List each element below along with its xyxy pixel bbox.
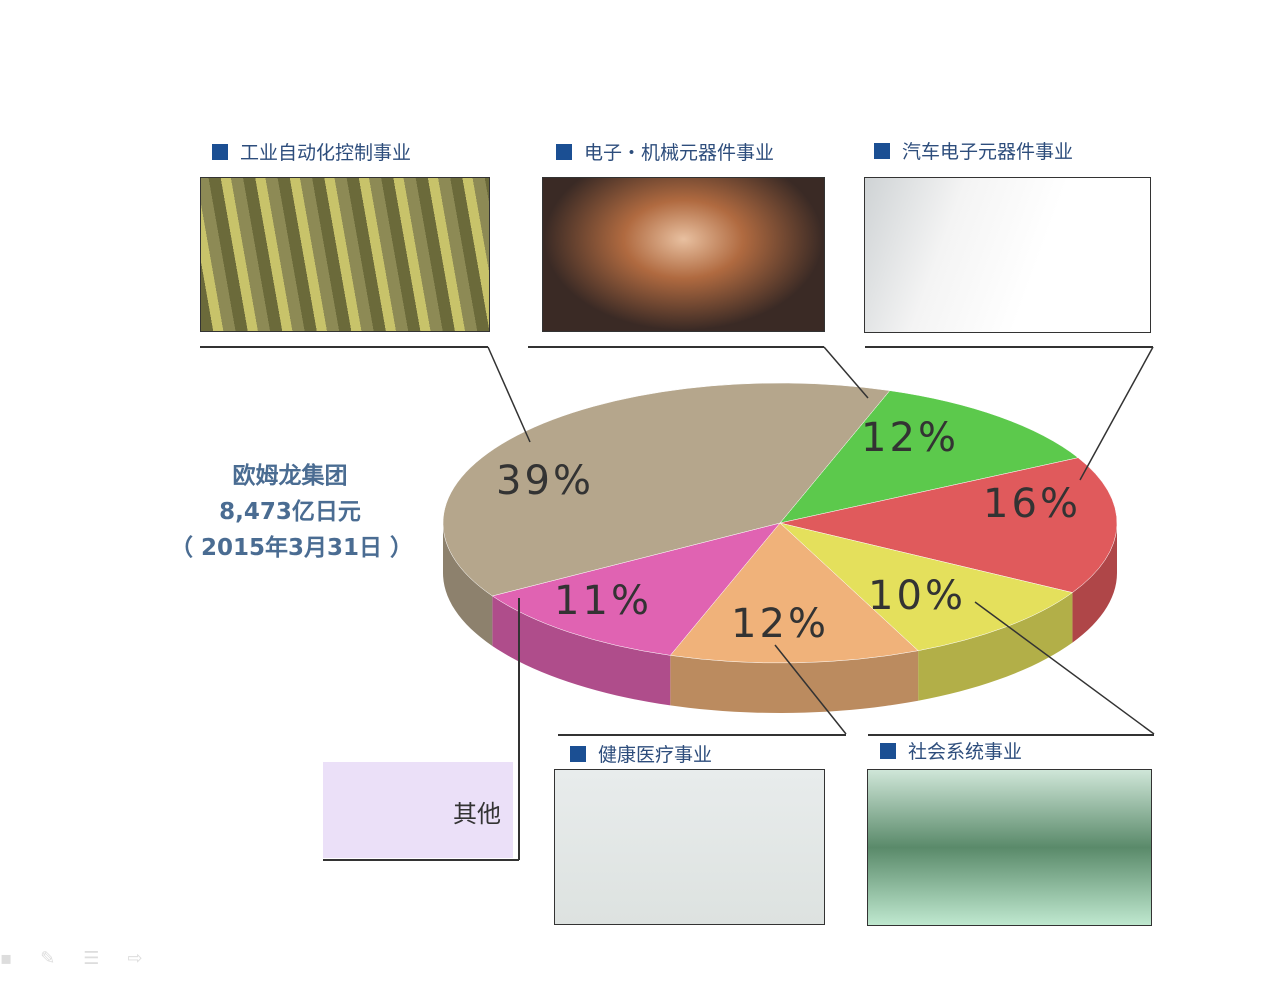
other-label: 其他 [453,800,501,828]
category-label-aec: 汽车电子元器件事业 [874,137,1073,164]
prev-icon[interactable]: ▪ [0,948,13,969]
next-icon[interactable]: ⇨ [127,948,143,969]
legend-square-icon [880,742,896,759]
leader-line [974,601,1155,735]
leader-line [323,859,519,861]
category-text: 工业自动化控制事业 [240,142,412,164]
pie-slice-2 [779,522,1074,651]
category-text: 健康医疗事业 [598,744,713,766]
photo-factory-conveyor [200,177,490,332]
leader-line [558,734,846,736]
leader-line [200,346,488,348]
pen-icon[interactable]: ✎ [40,948,56,969]
leader-line [1079,346,1154,481]
category-label-hcb: 健康医疗事业 [570,740,712,767]
pie-slice-5 [442,382,891,597]
pie-side-16% [1072,523,1117,643]
data-label: 12% [861,415,959,461]
photo-electronics-machine [542,177,825,332]
pie-slice-4 [491,522,781,656]
category-label-ssb: 社会系统事业 [880,737,1022,764]
category-label-emc: 电子・机械元器件事业 [556,138,774,165]
pie-slice-3 [669,522,919,664]
legend-square-icon [874,142,890,159]
photo-social-systems-gates [867,769,1152,926]
data-label: 10% [868,573,966,619]
photo-healthcare-woman [554,769,825,925]
photo-car-mirror [864,177,1151,333]
data-label: 39% [496,458,594,504]
pie-side-39% [443,523,493,646]
total-revenue: 8,473亿日元 [219,499,361,525]
pie-side-11% [492,595,671,706]
leader-line [528,346,824,348]
pie-side-12% [670,650,919,713]
legend-square-icon [570,745,586,762]
leader-line [518,598,520,860]
leader-line [865,346,1153,348]
category-text: 社会系统事业 [908,741,1023,763]
legend-square-icon [212,143,228,160]
pie-slice-1 [779,457,1118,593]
group-summary: 欧姆龙集团 8,473亿日元 （ 2015年3月31日 ） [170,458,414,566]
legend-square-icon [556,143,572,160]
leader-line [823,346,869,399]
pie-slice-0 [779,390,1079,524]
company-name: 欧姆龙集团 [232,463,348,489]
leader-line [487,346,531,443]
slide-nav: ▪ ✎ ☰ ⇨ [0,948,143,969]
category-text: 汽车电子元器件事业 [902,141,1074,163]
date: （ 2015年3月31日 ） [170,535,414,561]
menu-icon[interactable]: ☰ [83,948,100,969]
other-label-box: 其他 [323,762,513,858]
category-label-iab: 工业自动化控制事业 [212,138,411,165]
data-label: 16% [983,481,1081,527]
pie-side-10% [918,592,1073,701]
category-text: 电子・机械元器件事业 [584,142,775,164]
leader-line [868,734,1154,736]
leader-line [774,644,847,735]
data-label: 12% [731,601,829,647]
data-label: 11% [554,578,652,624]
